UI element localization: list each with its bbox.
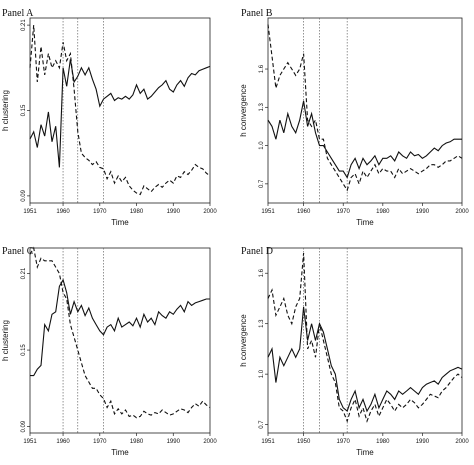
x-tick-label: 1990 bbox=[167, 209, 181, 215]
panel-d: Panel D 1951 1950 1970 1980 1990 2000 0.7 1.0 1.3… bbox=[239, 246, 469, 457]
y-tick-label: 1.6 bbox=[259, 268, 265, 277]
panel-title: Panel D bbox=[241, 246, 273, 257]
y-tick-label: 0.09 bbox=[21, 420, 27, 432]
panel-b: Panel B 1951 1960 1970 1980 1990 2000 0.7 1.0 1.3… bbox=[239, 8, 469, 227]
y-tick-label: 1.6 bbox=[259, 64, 265, 73]
panel-title: Panel C bbox=[2, 246, 34, 257]
panel-title: Panel A bbox=[2, 8, 34, 19]
x-axis-title: Time bbox=[111, 218, 129, 227]
plot-frame bbox=[267, 17, 463, 204]
x-tick-label: 1951 bbox=[261, 439, 275, 445]
series-line-dashed bbox=[267, 24, 463, 192]
plot-frame bbox=[267, 247, 463, 434]
x-tick-label: 1960 bbox=[56, 439, 70, 445]
x-tick-label: 1970 bbox=[93, 209, 107, 215]
x-tick-label: 1951 bbox=[261, 209, 275, 215]
x-tick-label: 1990 bbox=[416, 439, 430, 445]
plot-frame bbox=[29, 247, 211, 434]
plot-frame bbox=[29, 17, 211, 204]
series-line-solid bbox=[29, 59, 211, 168]
x-tick-label: 1980 bbox=[376, 439, 390, 445]
x-tick-label: 1970 bbox=[337, 439, 351, 445]
series-line-dashed bbox=[29, 246, 211, 419]
x-tick-label: 1960 bbox=[56, 209, 70, 215]
x-tick-label: 1960 bbox=[297, 209, 311, 215]
series-line-dashed bbox=[267, 252, 463, 423]
y-tick-label: 0.15 bbox=[21, 104, 27, 116]
x-axis-title: Time bbox=[356, 218, 374, 227]
y-tick-label: 0.21 bbox=[21, 19, 27, 31]
panel-a: Panel A 1951 1960 1970 1980 1990 2000 0.09 0.15 0… bbox=[1, 8, 217, 227]
series-line-solid bbox=[30, 278, 210, 377]
x-axis-title: Time bbox=[111, 448, 129, 457]
y-tick-label: 0.7 bbox=[259, 420, 265, 429]
x-tick-label: 1980 bbox=[376, 209, 390, 215]
x-tick-label: 1970 bbox=[93, 439, 107, 445]
series-line-solid bbox=[267, 100, 462, 179]
x-tick-label: 2000 bbox=[203, 209, 217, 215]
y-tick-label: 0.21 bbox=[21, 267, 27, 279]
y-tick-label: 0.7 bbox=[259, 179, 265, 188]
x-tick-label: 1990 bbox=[167, 439, 181, 445]
x-tick-label: 1980 bbox=[130, 439, 144, 445]
x-tick-label: 1980 bbox=[130, 209, 144, 215]
x-tick-label: 1970 bbox=[337, 209, 351, 215]
y-axis-title: h convergence bbox=[239, 84, 248, 137]
y-tick-label: 1.0 bbox=[259, 369, 265, 378]
x-tick-label: 2000 bbox=[203, 439, 217, 445]
y-axis-title: h clustering bbox=[1, 90, 10, 131]
y-axis-title: h clustering bbox=[1, 320, 10, 361]
x-tick-label: 1951 bbox=[23, 439, 37, 445]
panel-title: Panel B bbox=[241, 8, 273, 19]
y-tick-label: 1.3 bbox=[259, 319, 265, 328]
panel-c: Panel C 1951 1960 1970 1980 1990 2000 0.09 0.15 0… bbox=[1, 246, 217, 457]
y-tick-label: 1.0 bbox=[259, 141, 265, 150]
x-tick-label: 1950 bbox=[297, 439, 311, 445]
x-tick-label: 1990 bbox=[416, 209, 430, 215]
x-axis-title: Time bbox=[356, 448, 374, 457]
x-tick-label: 1951 bbox=[23, 209, 37, 215]
x-tick-label: 2000 bbox=[455, 209, 469, 215]
x-tick-label: 2000 bbox=[455, 439, 469, 445]
y-tick-label: 0.09 bbox=[21, 189, 27, 201]
y-tick-label: 0.15 bbox=[21, 344, 27, 356]
series-line-solid bbox=[267, 306, 463, 413]
series-line-dashed bbox=[29, 25, 211, 196]
y-tick-label: 1.3 bbox=[259, 102, 265, 111]
y-axis-title: h convergence bbox=[239, 314, 248, 367]
